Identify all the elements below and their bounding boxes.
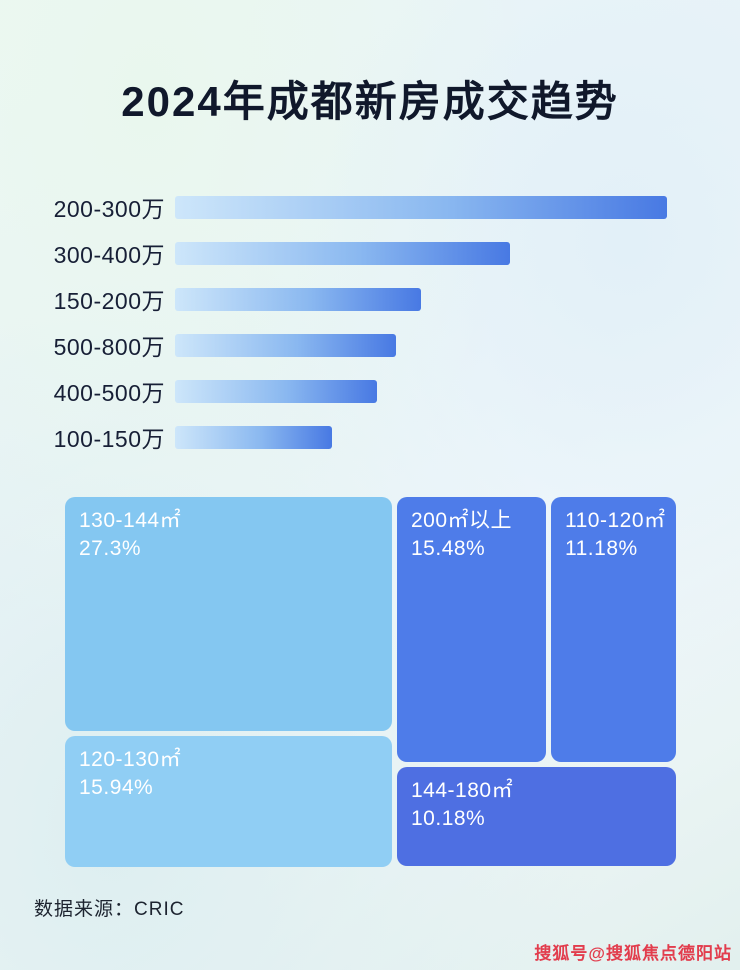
bar: [175, 425, 333, 449]
treemap: 130-144㎡ 27.3% 200㎡以上 15.48% 110-120㎡ 11.18% 1…: [65, 497, 676, 867]
bar-track: [175, 379, 667, 403]
bar-label: 200-300万: [53, 196, 165, 222]
treemap-label: 200㎡以上: [411, 509, 513, 532]
treemap-block: 200㎡以上 15.48%: [397, 497, 546, 762]
bar: [175, 333, 397, 357]
treemap-block: 120-130㎡ 15.94%: [65, 736, 392, 867]
treemap-block: 110-120㎡ 11.18%: [551, 497, 676, 762]
watermark: 搜狐号@搜狐焦点德阳站: [534, 944, 732, 963]
bar-track: [175, 195, 667, 219]
bar-label: 150-200万: [53, 288, 165, 314]
bar-track: [175, 425, 667, 449]
bar-row: 150-200万: [0, 276, 740, 322]
data-source: 数据来源：CRIC: [34, 899, 185, 920]
bar: [175, 241, 510, 265]
treemap-label: 130-144㎡: [79, 509, 182, 532]
bar: [175, 379, 377, 403]
treemap-value: 15.94%: [79, 776, 154, 800]
bar-label: 100-150万: [53, 426, 165, 452]
treemap-label: 120-130㎡: [79, 748, 182, 771]
bar-row: 300-400万: [0, 230, 740, 276]
treemap-value: 15.48%: [411, 537, 486, 561]
bar-label: 400-500万: [53, 380, 165, 406]
treemap-block: 144-180㎡ 10.18%: [397, 767, 676, 866]
bar-row: 400-500万: [0, 368, 740, 414]
bar: [175, 195, 667, 219]
treemap-value: 10.18%: [411, 807, 486, 831]
bar-track: [175, 287, 667, 311]
bar-track: [175, 333, 667, 357]
bar-track: [175, 241, 667, 265]
bar-row: 500-800万: [0, 322, 740, 368]
bar-row: 200-300万: [0, 184, 740, 230]
bar-label: 300-400万: [53, 242, 165, 268]
treemap-block: 130-144㎡ 27.3%: [65, 497, 392, 731]
bar-label: 500-800万: [53, 334, 165, 360]
bar: [175, 287, 421, 311]
treemap-label: 110-120㎡: [565, 509, 666, 532]
page-title: 2024年成都新房成交趋势: [121, 78, 619, 126]
bar-row: 100-150万: [0, 414, 740, 460]
treemap-value: 11.18%: [565, 537, 638, 561]
treemap-label: 144-180㎡: [411, 779, 514, 802]
bar-chart: 200-300万 300-400万 150-200万 500-800万 400-500万…: [0, 184, 740, 460]
treemap-value: 27.3%: [79, 537, 142, 561]
